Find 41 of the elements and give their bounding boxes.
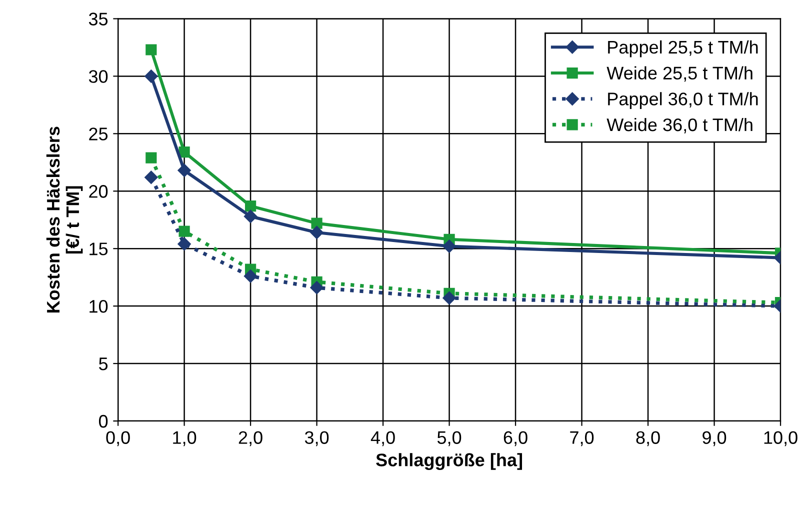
y-tick-label: 20 (89, 185, 108, 198)
x-tick-label: 0,0 (106, 431, 130, 446)
legend-label: Weide 25,5 t TM/h (606, 66, 752, 82)
legend-label: Pappel 25,5 t TM/h (608, 40, 758, 58)
point (178, 237, 191, 251)
point (310, 281, 324, 294)
x-axis-title: Schlaggröße [ha] (376, 453, 522, 470)
x-tick-label: 2,0 (238, 431, 262, 446)
x-tick-label: 3,0 (304, 431, 329, 446)
point (244, 200, 256, 212)
y-tick-label: 25 (89, 128, 108, 140)
point (178, 226, 190, 237)
point (244, 210, 258, 223)
point (244, 270, 258, 283)
point (144, 170, 158, 184)
y-tick-label: 35 (88, 12, 108, 26)
x-tick-label: 7,0 (570, 431, 594, 446)
y-tick-label: 0 (98, 414, 108, 428)
y-axis-title: Kosten des Häckslers [€/ t TM] (46, 126, 83, 312)
x-tick-label: 9,0 (702, 431, 726, 446)
point (442, 240, 456, 253)
x-tick-label: 4,0 (370, 431, 395, 446)
point (311, 218, 322, 229)
point (146, 44, 157, 56)
x-tick-label: 6,0 (504, 431, 528, 446)
x-tick-label: 1,0 (173, 431, 196, 446)
y-tick-label: 15 (90, 242, 108, 256)
y-tick-label: 10 (90, 300, 108, 313)
legend-label: Weide 36,0 t TM/h (606, 118, 752, 134)
legend-label: Pappel 36,0 t TM/h (608, 92, 758, 109)
x-tick-label: 5,0 (437, 431, 462, 446)
y-tick-label: 5 (99, 358, 108, 370)
point (144, 70, 158, 83)
point (310, 226, 324, 240)
y-tick-label: 30 (88, 70, 108, 83)
x-tick-label: 10,0 (764, 431, 798, 446)
point (146, 152, 157, 164)
x-tick-label: 8,0 (636, 431, 660, 446)
point (178, 146, 190, 158)
point (442, 291, 456, 305)
point (178, 164, 191, 178)
